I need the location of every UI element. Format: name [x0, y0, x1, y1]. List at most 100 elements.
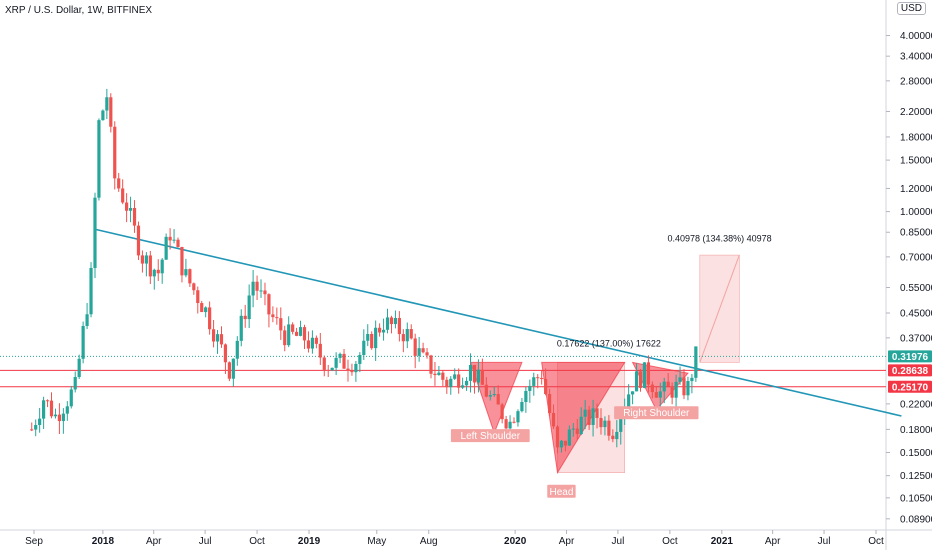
candle-body	[136, 225, 141, 256]
price-tag-label: 0.31976	[892, 352, 929, 363]
candle-body	[318, 343, 322, 358]
measure-annotation: 0.40978 (134.38%) 40978	[668, 234, 772, 244]
candle-body	[200, 303, 204, 313]
pattern-label-bg	[547, 484, 576, 498]
price-tag	[888, 380, 932, 393]
candle-body	[164, 236, 168, 260]
candle-body	[298, 327, 303, 336]
target-arrow	[699, 254, 740, 363]
candle-body	[642, 362, 647, 388]
y-tick-label: 2.20000	[900, 107, 932, 118]
candle-body	[294, 331, 299, 336]
price-tag-label: 0.28638	[892, 366, 929, 377]
candle-body	[441, 372, 445, 380]
candle-body	[192, 283, 196, 291]
y-tick-label: 1.50000	[900, 156, 932, 167]
candle-body	[49, 400, 54, 417]
candle-body	[504, 419, 508, 429]
x-tick-label: Jul	[199, 536, 212, 547]
candle-body	[445, 379, 449, 388]
candle-body	[132, 207, 137, 226]
candle-body	[81, 325, 85, 359]
pattern-label: Head	[549, 487, 573, 498]
x-tick-label: Jul	[612, 536, 625, 547]
candle-body	[378, 327, 382, 333]
currency-badge[interactable]: USD	[896, 2, 926, 15]
candle-body	[105, 97, 109, 111]
candle-body	[631, 391, 635, 395]
candle-body	[208, 307, 212, 330]
candle-body	[389, 317, 394, 325]
candle-body	[267, 294, 271, 315]
candle-body	[433, 373, 437, 376]
candle-body	[223, 344, 228, 363]
candle-body	[350, 370, 354, 373]
candle-body	[354, 363, 358, 373]
candle-body	[362, 340, 366, 356]
candle-body	[607, 420, 611, 436]
candle-body	[532, 377, 536, 386]
candle-body	[646, 362, 651, 385]
y-tick-label: 0.08900	[900, 514, 932, 525]
candle-body	[536, 377, 540, 379]
x-tick-label: 2019	[298, 536, 321, 547]
candle-body	[310, 337, 315, 349]
descending-trendline	[94, 228, 902, 417]
candle-body	[283, 330, 287, 346]
candle-body	[38, 418, 42, 425]
pattern-label: Right Shoulder	[623, 408, 690, 419]
candle-body	[231, 358, 235, 379]
candle-body	[176, 239, 180, 248]
candle-body	[196, 290, 200, 304]
candle-body	[401, 334, 405, 342]
candle-body	[464, 380, 469, 386]
candle-body	[53, 414, 58, 417]
candle-body	[89, 267, 93, 315]
candle-body	[42, 400, 46, 419]
candle-body	[413, 338, 417, 356]
trendline	[94, 228, 902, 417]
candle-body	[694, 346, 698, 378]
candle-body	[686, 381, 690, 396]
candle-body	[496, 394, 500, 405]
candle-body	[342, 353, 346, 369]
candle-body	[172, 239, 176, 241]
horizontal-lines	[0, 355, 886, 388]
candle-body	[599, 417, 603, 428]
candle-body	[259, 290, 263, 292]
candle-body	[583, 409, 587, 417]
symbol-title: XRP / U.S. Dollar, 1W, BITFINEX	[5, 5, 152, 16]
candle-body	[662, 381, 666, 392]
candle-body	[461, 385, 465, 388]
candle-body	[140, 255, 145, 264]
candle-body	[121, 188, 125, 203]
candle-body	[322, 357, 326, 370]
candle-body	[370, 333, 374, 349]
candle-body	[544, 378, 548, 394]
candle-body	[366, 333, 370, 341]
price-tag-label: 0.25170	[892, 382, 929, 393]
candle-body	[587, 409, 591, 425]
pattern-label-bg	[614, 406, 699, 420]
candle-body	[358, 355, 362, 364]
candle-body	[512, 421, 516, 423]
candle-body	[117, 178, 121, 189]
candle-body	[666, 381, 670, 387]
candle-body	[45, 400, 50, 402]
candle-body	[674, 381, 678, 398]
candle-body	[97, 120, 101, 198]
candle-body	[302, 327, 307, 341]
candle-body	[670, 386, 674, 398]
candle-body	[528, 385, 532, 391]
candle-body	[148, 255, 152, 277]
candle-body	[243, 315, 247, 320]
candle-body	[551, 412, 556, 427]
